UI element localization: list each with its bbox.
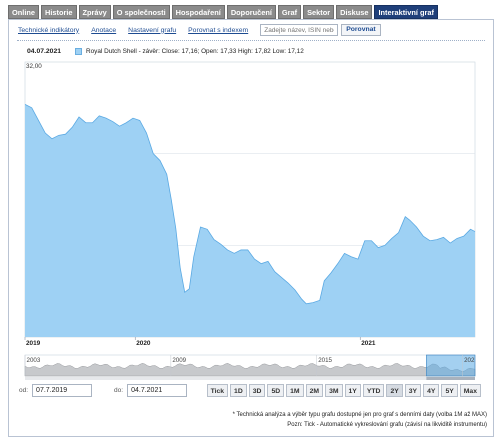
chart-settings-link[interactable]: Nastavení grafu <box>128 26 177 34</box>
navigator-label: 2009 <box>172 357 186 364</box>
zoom-5d-button[interactable]: 5D <box>267 384 285 397</box>
tab-historie[interactable]: Historie <box>41 5 77 19</box>
toolbar-divider <box>17 40 485 41</box>
legend-swatch <box>75 48 82 55</box>
tab-doporuceni[interactable]: Doporučení <box>226 5 276 19</box>
chart-toolbar: Technické indikátory Anotace Nastavení g… <box>18 24 381 36</box>
from-label: od: <box>19 387 29 394</box>
tab-interaktivni-graf[interactable]: Interaktivní graf <box>374 5 438 19</box>
x-tick-label: 2019 <box>26 340 41 347</box>
zoom-3d-button[interactable]: 3D <box>248 384 266 397</box>
note-technical-analysis: * Technická analýza a výběr typu grafu d… <box>232 412 487 418</box>
price-line <box>24 104 476 305</box>
tab-hospodareni[interactable]: Hospodaření <box>171 5 225 19</box>
zoom-tick-button[interactable]: Tick <box>206 384 229 397</box>
x-tick-label: 2021 <box>361 340 376 347</box>
y-tick-label: 32,00 <box>26 63 42 70</box>
zoom-max-button[interactable]: Max <box>459 384 481 397</box>
chart-legend: Royal Dutch Shell - závěr: Close: 17,16;… <box>75 48 304 55</box>
x-tick-label: 2020 <box>136 340 151 347</box>
compare-button[interactable]: Porovnat <box>341 24 381 36</box>
tab-bar: Online Historie Zprávy O společnosti Hospoda… <box>8 5 438 19</box>
note-tick: Pozn: Tick - Automatické vykreslování gr… <box>287 422 487 428</box>
navigator-label: 2015 <box>318 357 332 364</box>
price-area <box>25 104 475 338</box>
zoom-4y-button[interactable]: 4Y <box>423 384 440 397</box>
date-range: od: do: <box>19 384 188 397</box>
navigator-series <box>24 363 476 377</box>
navigator-scrollbar <box>25 377 475 380</box>
zoom-buttons: Tick 1D 3D 5D 1M 2M 3M 1Y YTD 2Y 3Y 4Y 5Y Max <box>206 384 481 397</box>
technical-indicators-link[interactable]: Technické indikátory <box>18 26 80 34</box>
navigator-scroll-thumb <box>426 377 475 380</box>
zoom-2y-button[interactable]: 2Y <box>386 384 403 397</box>
tab-diskuse[interactable]: Diskuse <box>336 5 373 19</box>
zoom-1m-button[interactable]: 1M <box>286 384 304 397</box>
navigator-label: 2003 <box>27 357 41 364</box>
current-date: 04.07.2021 <box>27 48 62 55</box>
compare-index-link[interactable]: Porovnat s indexem <box>188 26 249 34</box>
navigator-label: 202 <box>464 357 475 364</box>
zoom-1d-button[interactable]: 1D <box>230 384 247 397</box>
tab-o-spolecnosti[interactable]: O společnosti <box>112 5 170 19</box>
tab-zpravy[interactable]: Zprávy <box>78 5 111 19</box>
annotation-link[interactable]: Anotace <box>91 26 117 34</box>
tab-graf[interactable]: Graf <box>277 5 302 19</box>
to-date-input[interactable] <box>127 384 188 397</box>
from-date-input[interactable] <box>32 384 93 397</box>
zoom-2m-button[interactable]: 2M <box>305 384 324 397</box>
tab-sektor[interactable]: Sektor <box>303 5 335 19</box>
zoom-5y-button[interactable]: 5Y <box>441 384 458 397</box>
zoom-3m-button[interactable]: 3M <box>325 384 343 397</box>
zoom-1y-button[interactable]: 1Y <box>344 384 361 397</box>
tab-online[interactable]: Online <box>8 5 39 19</box>
legend-text: Royal Dutch Shell - závěr: Close: 17,16;… <box>86 48 304 55</box>
zoom-3y-button[interactable]: 3Y <box>404 384 422 397</box>
to-label: do: <box>114 387 124 394</box>
zoom-ytd-button[interactable]: YTD <box>362 384 385 397</box>
compare-search-input[interactable] <box>260 24 339 36</box>
